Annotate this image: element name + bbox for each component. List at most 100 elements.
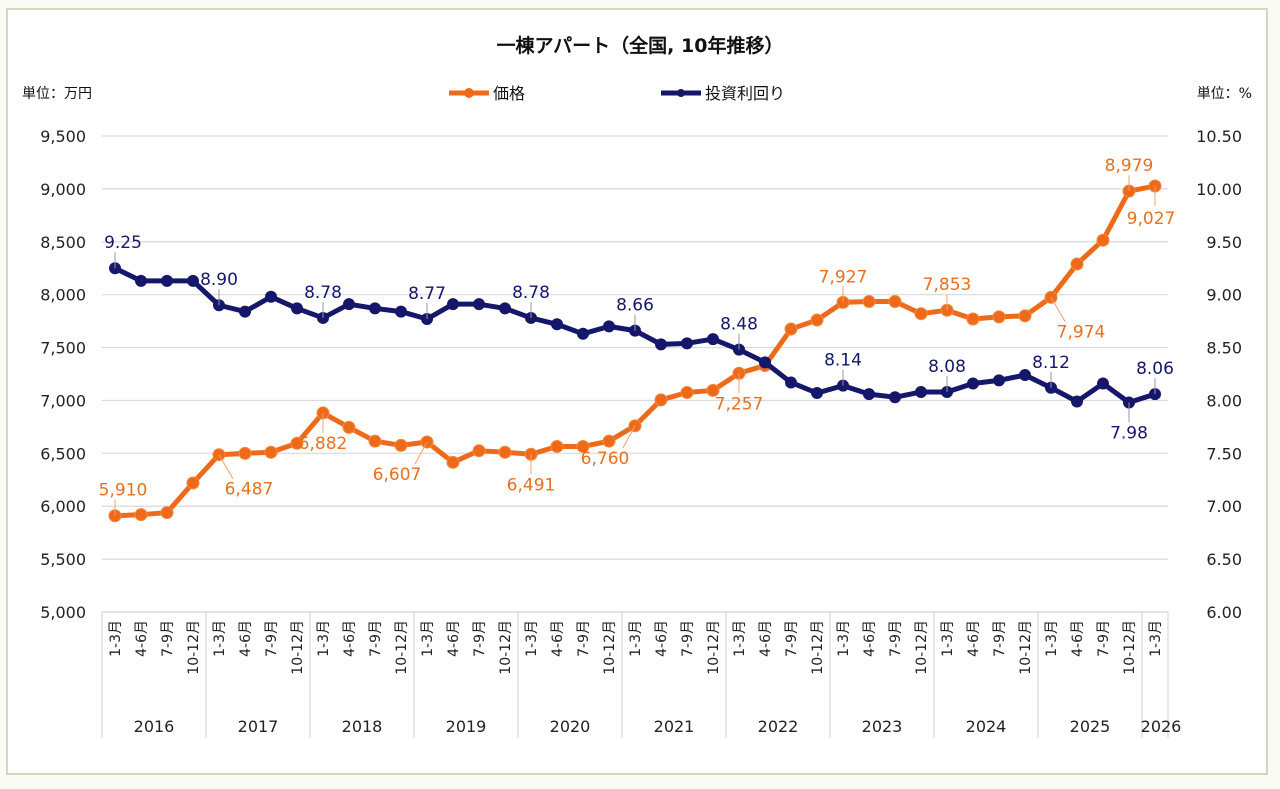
- price-label-leader: [218, 454, 234, 479]
- yield-data-point: [811, 387, 823, 400]
- price-data-label: 6,760: [581, 449, 630, 469]
- series-group: [108, 179, 1162, 523]
- price-data-label: 7,257: [715, 394, 764, 414]
- price-data-point: [680, 386, 694, 400]
- left-y-tick-label: 6,000: [40, 497, 86, 516]
- price-data-point: [264, 445, 278, 459]
- left-y-tick-label: 6,500: [40, 444, 86, 463]
- legend-price-marker: [464, 88, 474, 98]
- price-data-label: 7,853: [923, 275, 972, 295]
- left-y-axis: 5,000 5,500 6,000 6,500 7,000 7,500 8,000 8,500…: [40, 127, 86, 622]
- yield-data-label: 8.77: [408, 284, 446, 304]
- x-tick-label: 10-12月: [914, 620, 930, 675]
- left-unit-label: 単位：万円: [22, 86, 92, 102]
- left-y-tick-label: 9,000: [40, 180, 86, 199]
- x-tick-label: 7-9月: [992, 620, 1008, 657]
- yield-data-point: [161, 274, 173, 287]
- yield-data-label: 9.25: [104, 233, 142, 253]
- right-y-tick-label: 8.00: [1206, 391, 1242, 410]
- price-data-label: 5,910: [99, 481, 148, 501]
- year-label: 2019: [446, 717, 487, 736]
- x-tick-label: 4-6月: [1070, 620, 1086, 657]
- yield-data-point: [1097, 377, 1109, 390]
- yield-data-point: [473, 298, 485, 311]
- yield-data-label: 8.14: [824, 351, 862, 371]
- x-tick-label: 1-3月: [940, 620, 956, 657]
- x-tick-label: 4-6月: [550, 620, 566, 657]
- price-data-point: [966, 312, 980, 326]
- yield-data-label: 8.90: [200, 270, 238, 290]
- x-tick-label: 4-6月: [238, 620, 254, 657]
- year-label: 2022: [758, 717, 799, 736]
- left-y-tick-label: 5,000: [40, 603, 86, 622]
- price-data-point: [1096, 233, 1110, 247]
- year-label: 2024: [966, 717, 1007, 736]
- price-data-point: [576, 439, 590, 453]
- price-data-point: [862, 295, 876, 309]
- yield-data-point: [655, 338, 667, 351]
- x-tick-label: 4-6月: [342, 620, 358, 657]
- yield-data-label: 8.78: [304, 283, 342, 303]
- price-data-point: [472, 444, 486, 458]
- x-tick-label: 4-6月: [966, 620, 982, 657]
- price-data-point: [602, 434, 616, 448]
- yield-data-label: 7.98: [1110, 424, 1148, 444]
- data-labels: 5,910 6,487 6,882 6,607 6,491 6,760 7,257 7,927…: [99, 156, 1175, 516]
- right-y-tick-label: 10.50: [1196, 127, 1242, 146]
- x-tick-label: 4-6月: [862, 620, 878, 657]
- price-data-label: 7,927: [819, 267, 868, 287]
- x-tick-label: 7-9月: [472, 620, 488, 657]
- price-label-leader: [622, 425, 636, 449]
- yield-data-point: [707, 333, 719, 346]
- x-tick-label: 10-12月: [186, 620, 202, 675]
- x-axis: 1-3月 4-6月 7-9月 10-12月 2016 1-3月 4-6月 7-9月 10-12月…: [101, 611, 1181, 738]
- x-tick-label: 1-3月: [732, 620, 748, 657]
- right-y-axis: 6.00 6.50 7.00 7.50 8.00 8.50 9.00 9.50 10.00 10.…: [1196, 127, 1242, 622]
- year-label: 2016: [134, 717, 175, 736]
- x-tick-label: 4-6月: [654, 620, 670, 657]
- price-data-point: [992, 310, 1006, 324]
- x-tick-label: 7-9月: [368, 620, 384, 657]
- price-data-point: [810, 313, 824, 327]
- right-y-tick-label: 9.50: [1206, 233, 1242, 252]
- price-data-label: 6,607: [373, 465, 422, 485]
- price-data-point: [550, 439, 564, 453]
- x-tick-label: 7-9月: [784, 620, 800, 657]
- yield-data-point: [551, 318, 563, 331]
- price-data-point: [498, 445, 512, 459]
- year-label: 2020: [550, 717, 591, 736]
- legend-yield-label: 投資利回り: [705, 84, 785, 103]
- price-data-point: [186, 476, 200, 490]
- x-tick-label: 10-12月: [394, 620, 410, 675]
- year-label: 2025: [1070, 717, 1111, 736]
- x-tick-label: 1-3月: [1148, 620, 1164, 657]
- right-y-tick-label: 7.00: [1206, 497, 1242, 516]
- yield-data-point: [135, 274, 147, 287]
- yield-data-point: [447, 298, 459, 311]
- legend: 価格 投資利回り: [449, 84, 785, 103]
- x-tick-label: 1-3月: [420, 620, 436, 657]
- price-data-point: [238, 446, 252, 460]
- x-tick-label: 1-3月: [212, 620, 228, 657]
- x-tick-label: 10-12月: [810, 620, 826, 675]
- yield-data-point: [343, 298, 355, 311]
- yield-data-label: 8.06: [1136, 359, 1174, 379]
- price-data-label: 6,882: [299, 434, 348, 454]
- yield-data-point: [577, 327, 589, 340]
- price-data-point: [134, 508, 148, 522]
- price-data-point: [1018, 309, 1032, 323]
- price-label-leader: [414, 441, 428, 465]
- price-data-point: [446, 455, 460, 469]
- price-data-point: [368, 434, 382, 448]
- x-tick-label: 4-6月: [446, 620, 462, 657]
- right-y-tick-label: 9.00: [1206, 286, 1242, 305]
- yield-data-point: [915, 385, 927, 398]
- year-label: 2017: [238, 717, 279, 736]
- year-label: 2021: [654, 717, 695, 736]
- x-tick-label: 7-9月: [160, 620, 176, 657]
- x-tick-label: 1-3月: [628, 620, 644, 657]
- yield-data-point: [759, 356, 771, 369]
- yield-data-point: [499, 302, 511, 315]
- yield-data-point: [967, 377, 979, 390]
- price-data-point: [784, 322, 798, 336]
